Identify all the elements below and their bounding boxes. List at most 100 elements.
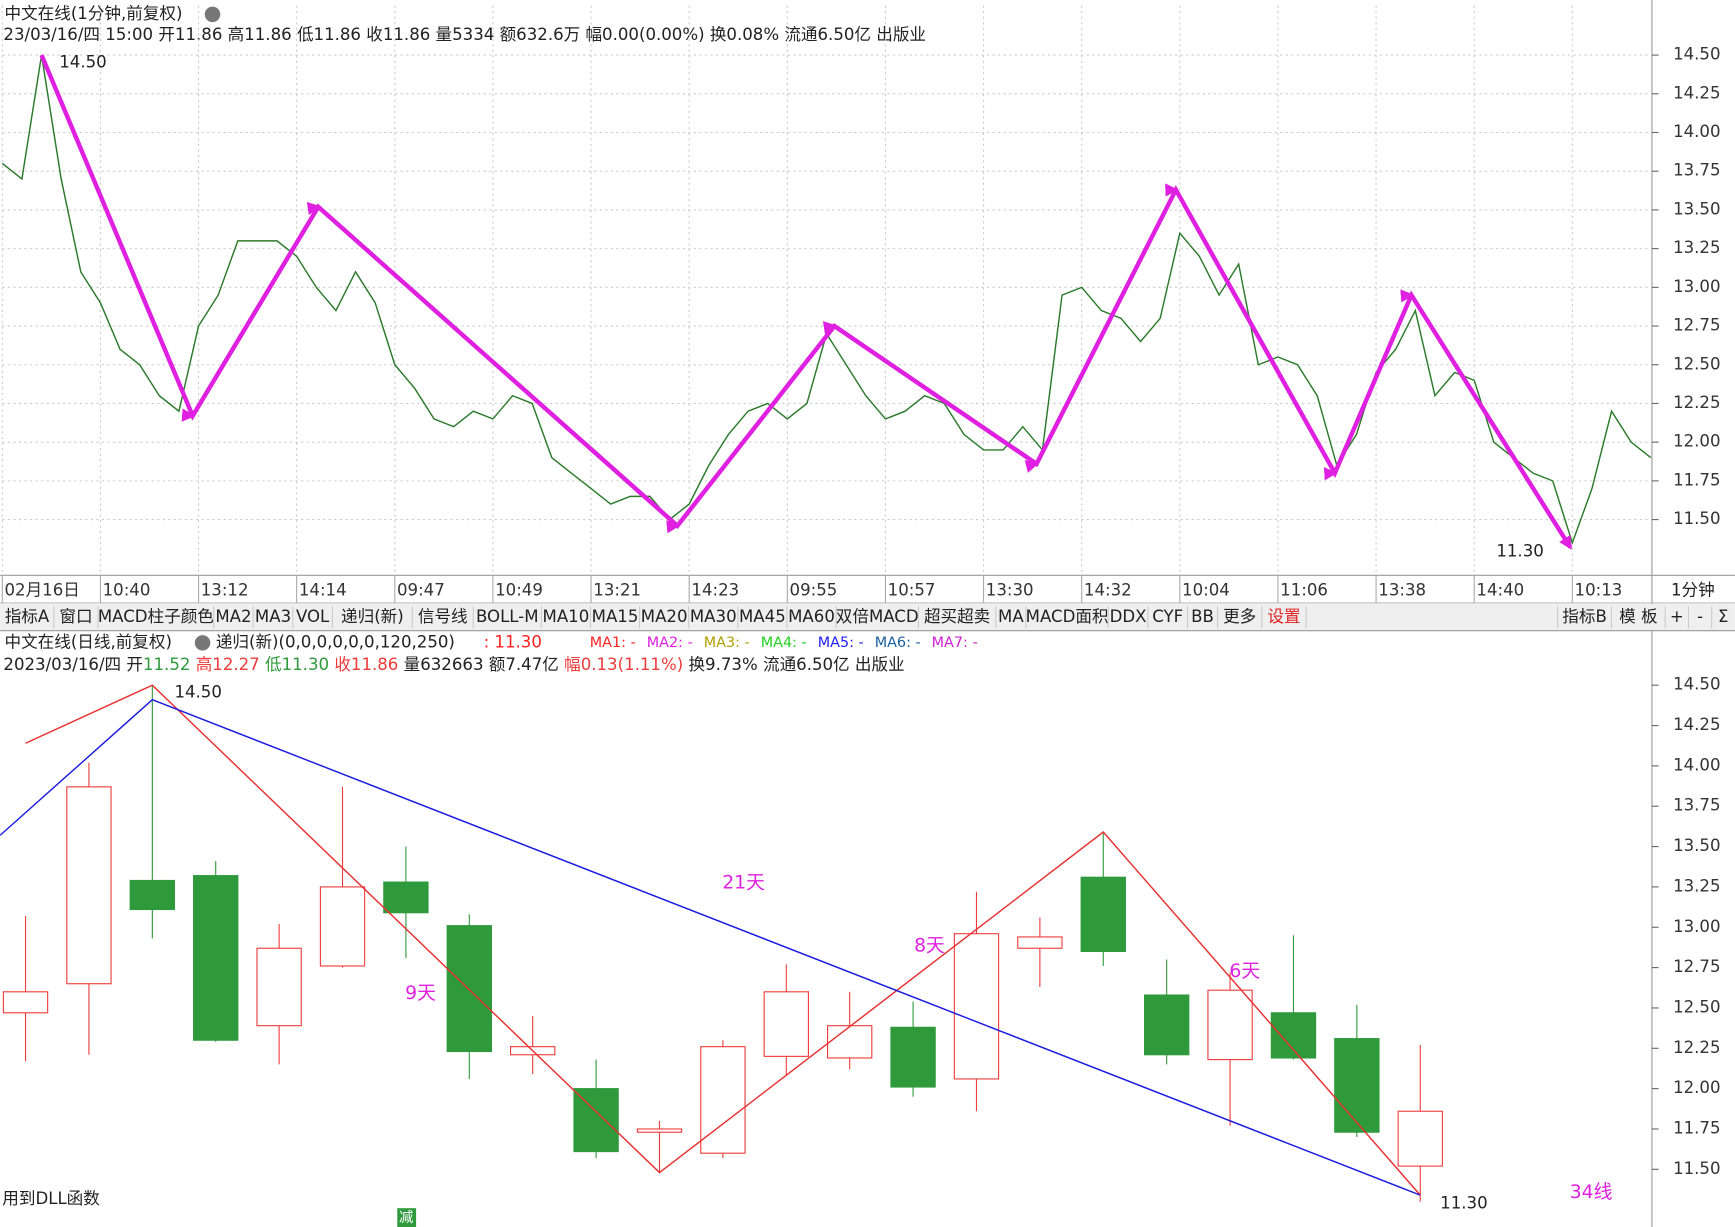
toolbar-button[interactable]: BB xyxy=(1191,607,1214,626)
toolbar-button[interactable]: - xyxy=(1697,607,1703,626)
y-tick-label: 11.75 xyxy=(1673,1118,1720,1137)
y-tick-label: 14.25 xyxy=(1673,715,1720,734)
info-part: 2023/03/16/四 开 xyxy=(3,654,143,673)
info-part: 幅0.13(1.11%) xyxy=(564,654,683,673)
toolbar-button[interactable]: MA3 xyxy=(255,607,291,626)
annotation: 9天 xyxy=(405,983,436,1004)
toolbar-button[interactable]: 指标A xyxy=(5,607,50,626)
y-tick-label: 14.00 xyxy=(1673,755,1720,774)
toolbar-button[interactable]: 指标B xyxy=(1562,607,1607,626)
y-tick-label: 14.25 xyxy=(1673,83,1720,102)
candle-body xyxy=(700,1046,746,1154)
info-part: 量632663 额7.47亿 xyxy=(398,654,564,673)
x-tick-label: 10:57 xyxy=(888,580,936,599)
toolbar-button[interactable]: MA30 xyxy=(690,607,737,626)
ma-label: MA2: - xyxy=(647,635,693,651)
toolbar-button[interactable]: 超买超卖 xyxy=(924,607,990,626)
toolbar-button[interactable]: 更多 xyxy=(1223,607,1256,626)
title-icon[interactable] xyxy=(204,6,221,23)
y-tick-label: 14.00 xyxy=(1673,122,1720,141)
y-tick-label: 12.25 xyxy=(1673,1038,1720,1057)
toolbar-button[interactable]: MACD面积 xyxy=(1026,607,1109,626)
y-tick-label: 13.00 xyxy=(1673,917,1720,936)
ma-label: MA1: - xyxy=(590,635,636,651)
info-part: 低11.30 xyxy=(260,654,329,673)
toolbar-button[interactable]: CYF xyxy=(1152,607,1183,626)
toolbar-button[interactable]: MA xyxy=(998,607,1024,626)
candle-body xyxy=(636,1128,683,1133)
candle-body xyxy=(1270,1012,1317,1059)
y-tick-label: 14.50 xyxy=(1673,45,1720,64)
y-tick-label: 13.75 xyxy=(1673,796,1720,815)
info-part: 换9.73% 流通6.50亿 出版业 xyxy=(683,654,904,673)
ma-label: MA5: - xyxy=(818,635,864,651)
candle-body xyxy=(256,947,302,1027)
x-tick-label: 13:12 xyxy=(201,580,249,599)
x-tick-label: 10:04 xyxy=(1182,580,1230,599)
toolbar-button[interactable]: 递归(新) xyxy=(341,607,404,626)
annotation: 21天 xyxy=(722,872,765,893)
candle-body xyxy=(763,991,809,1057)
toolbar-button[interactable]: 信号线 xyxy=(418,607,468,626)
badge[interactable] xyxy=(397,1208,417,1227)
y-tick-label: 13.25 xyxy=(1673,876,1720,895)
y-tick-label: 11.75 xyxy=(1673,470,1720,489)
toolbar-button[interactable]: VOL xyxy=(296,607,330,626)
title-icon[interactable] xyxy=(194,635,211,651)
candle-body xyxy=(953,933,1000,1080)
toolbar-button[interactable]: Σ xyxy=(1718,607,1728,626)
x-tick-label: 02月16日 xyxy=(5,580,80,599)
footer-note: 用到DLL函数 xyxy=(2,1189,100,1208)
candle-body xyxy=(1207,989,1253,1061)
y-tick-label: 14.50 xyxy=(1673,675,1720,694)
annotation: 6天 xyxy=(1229,961,1260,982)
trend-line xyxy=(0,698,1421,1196)
annotation: 8天 xyxy=(914,935,945,956)
toolbar-button[interactable]: + xyxy=(1670,607,1684,626)
ma-label: MA7: - xyxy=(932,635,978,651)
badge-label: 减 xyxy=(399,1209,413,1226)
candle-body xyxy=(827,1025,873,1059)
candle-body xyxy=(129,879,176,911)
ma-label: MA3: - xyxy=(704,635,750,651)
top-info: 23/03/16/四 15:00 开11.86 高11.86 低11.86 收1… xyxy=(3,25,926,44)
y-tick-label: 12.00 xyxy=(1673,432,1720,451)
x-tick-label: 10:13 xyxy=(1575,580,1623,599)
candle-body xyxy=(890,1026,936,1088)
toolbar-button[interactable]: MA15 xyxy=(592,607,639,626)
bottom-info: 2023/03/16/四 开11.52 高12.27 低11.30 收11.86… xyxy=(3,654,904,673)
y-tick-label: 12.50 xyxy=(1673,354,1720,373)
candle-body xyxy=(1143,994,1190,1056)
toolbar-button[interactable]: MA20 xyxy=(641,607,688,626)
toolbar-button[interactable]: MA45 xyxy=(739,607,786,626)
x-tick-label: 14:40 xyxy=(1476,580,1524,599)
toolbar-button[interactable]: DDX xyxy=(1110,607,1147,626)
candle-body xyxy=(66,786,112,985)
y-tick-label: 12.75 xyxy=(1673,316,1720,335)
indicator-value: : 11.30 xyxy=(484,632,542,651)
candle-body xyxy=(1334,1038,1380,1133)
toolbar-button[interactable]: 窗口 xyxy=(59,607,92,626)
low-label: 11.30 xyxy=(1440,1193,1487,1212)
ma-label: MA6: - xyxy=(875,635,921,651)
toolbar-button[interactable]: MA10 xyxy=(543,607,590,626)
y-tick-label: 12.00 xyxy=(1673,1078,1720,1097)
toolbar-button[interactable]: 双倍MACD xyxy=(836,607,919,626)
toolbar-button[interactable]: MACD柱子颜色 xyxy=(98,607,214,626)
high-label: 14.50 xyxy=(59,52,106,71)
toolbar-button[interactable]: 模 板 xyxy=(1619,607,1658,626)
x-tick-label: 10:40 xyxy=(103,580,151,599)
period-label[interactable]: 1分钟 xyxy=(1671,580,1715,599)
top-title: 中文在线(1分钟,前复权) xyxy=(5,4,183,23)
y-tick-label: 11.50 xyxy=(1673,509,1720,528)
ma-label: MA4: - xyxy=(761,635,807,651)
candle-body xyxy=(383,881,429,914)
y-tick-label: 13.50 xyxy=(1673,199,1720,218)
x-tick-label: 09:55 xyxy=(790,580,838,599)
toolbar-button[interactable]: MA2 xyxy=(215,607,251,626)
toolbar-button[interactable]: BOLL-M xyxy=(476,607,539,626)
bottom-title: 中文在线(日线,前复权) xyxy=(5,632,172,651)
toolbar-button[interactable]: MA60 xyxy=(788,607,835,626)
toolbar-button[interactable]: 设置 xyxy=(1267,607,1300,626)
